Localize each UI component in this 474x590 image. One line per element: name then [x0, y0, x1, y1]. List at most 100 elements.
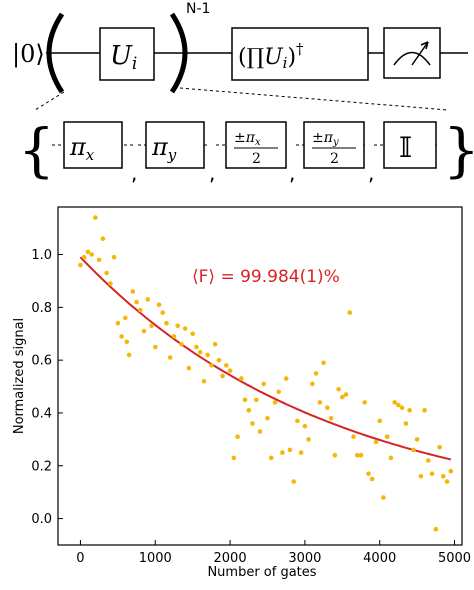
data-point — [167, 355, 173, 360]
data-point — [403, 421, 409, 426]
data-point — [407, 408, 412, 413]
gate-identity-label: 𝕀 — [399, 131, 412, 164]
data-point — [123, 315, 128, 321]
y-axis-label: Normalized signal — [12, 318, 27, 434]
data-point — [328, 416, 334, 421]
data-point — [291, 479, 297, 484]
data-point — [124, 339, 130, 344]
meter-needle-icon — [411, 41, 429, 66]
data-point — [302, 423, 308, 429]
y-tick-label: 0.8 — [31, 301, 52, 316]
data-point — [108, 281, 113, 286]
gate-set-brace-left: { — [18, 116, 55, 184]
data-point — [433, 526, 439, 532]
gate-identity-box — [383, 121, 437, 169]
data-point — [231, 455, 237, 461]
data-point — [295, 418, 300, 424]
data-point — [317, 400, 323, 405]
fit-curve — [79, 256, 452, 461]
data-point — [340, 394, 345, 400]
data-point — [186, 365, 192, 371]
data-point — [104, 270, 109, 276]
data-point — [276, 389, 282, 395]
data-point — [272, 400, 278, 405]
x-tick-label: 4000 — [363, 551, 396, 566]
data-point — [119, 334, 124, 339]
data-point — [343, 392, 349, 397]
data-point — [265, 416, 270, 421]
data-point — [115, 320, 121, 326]
x-tick-label: 3000 — [288, 551, 321, 566]
data-point — [100, 236, 106, 241]
data-point — [156, 302, 162, 307]
data-point — [444, 479, 450, 484]
zoom-line-left — [34, 91, 65, 111]
data-point — [298, 450, 304, 455]
gate-pi-y-label: πy — [151, 133, 177, 164]
data-point — [358, 452, 364, 458]
data-point — [149, 323, 154, 329]
data-point — [250, 421, 255, 426]
data-point — [81, 254, 87, 260]
repeat-bracket-right — [169, 12, 188, 94]
data-point — [179, 342, 184, 347]
data-point — [414, 437, 420, 442]
data-point — [220, 373, 225, 379]
data-point — [182, 326, 188, 331]
data-point — [246, 408, 252, 413]
gate-pi-y-box — [145, 121, 205, 169]
data-point — [96, 257, 102, 263]
data-point — [280, 450, 285, 455]
data-point — [235, 434, 240, 439]
data-point — [160, 310, 165, 315]
data-point — [437, 445, 442, 450]
data-point — [325, 405, 330, 410]
data-point — [205, 352, 210, 358]
data-point — [130, 289, 136, 294]
meter-arc-icon — [393, 51, 431, 66]
data-point — [89, 252, 94, 257]
repeat-bracket-left — [46, 12, 65, 94]
data-point — [171, 334, 177, 339]
data-point — [138, 307, 143, 313]
data-point — [242, 397, 248, 403]
chart: 0 1000 2000 3000 4000 50000.00.20.40.60.81.0 … — [12, 206, 471, 580]
data-point — [362, 400, 368, 405]
data-point — [373, 439, 379, 445]
gate-half-pi-y-numerator: ±πy — [312, 130, 339, 148]
data-point — [313, 371, 319, 376]
data-point — [194, 344, 199, 350]
y-tick-label: 0.4 — [31, 406, 52, 421]
data-point — [268, 455, 274, 461]
gate-separator: , — [131, 161, 137, 185]
data-point — [384, 434, 390, 439]
gate-pi-x-label: πx — [69, 133, 95, 164]
gate-half-pi-x-denominator: 2 — [252, 151, 261, 167]
y-tick-label: 0.2 — [31, 459, 52, 474]
product-gate-label: (∏Ui)† — [238, 40, 304, 72]
data-point — [283, 376, 289, 381]
data-point — [239, 376, 244, 381]
data-point — [111, 254, 117, 260]
data-point — [164, 320, 169, 326]
data-point — [429, 471, 435, 477]
data-point — [381, 495, 386, 500]
x-tick-label: 0 — [76, 551, 84, 566]
data-point — [306, 437, 311, 442]
data-point — [366, 471, 371, 477]
data-point — [347, 310, 353, 315]
data-point — [153, 344, 158, 350]
data-point — [399, 405, 405, 410]
data-point — [212, 342, 218, 347]
repeat-label: N-1 — [186, 1, 210, 17]
data-point — [141, 328, 147, 334]
data-point — [355, 452, 360, 458]
data-point — [216, 357, 222, 363]
data-point — [197, 349, 203, 355]
data-point — [336, 386, 341, 392]
data-point — [392, 400, 398, 405]
data-point — [321, 360, 326, 366]
data-point — [261, 381, 267, 387]
data-point — [227, 368, 233, 373]
data-point — [209, 363, 214, 368]
